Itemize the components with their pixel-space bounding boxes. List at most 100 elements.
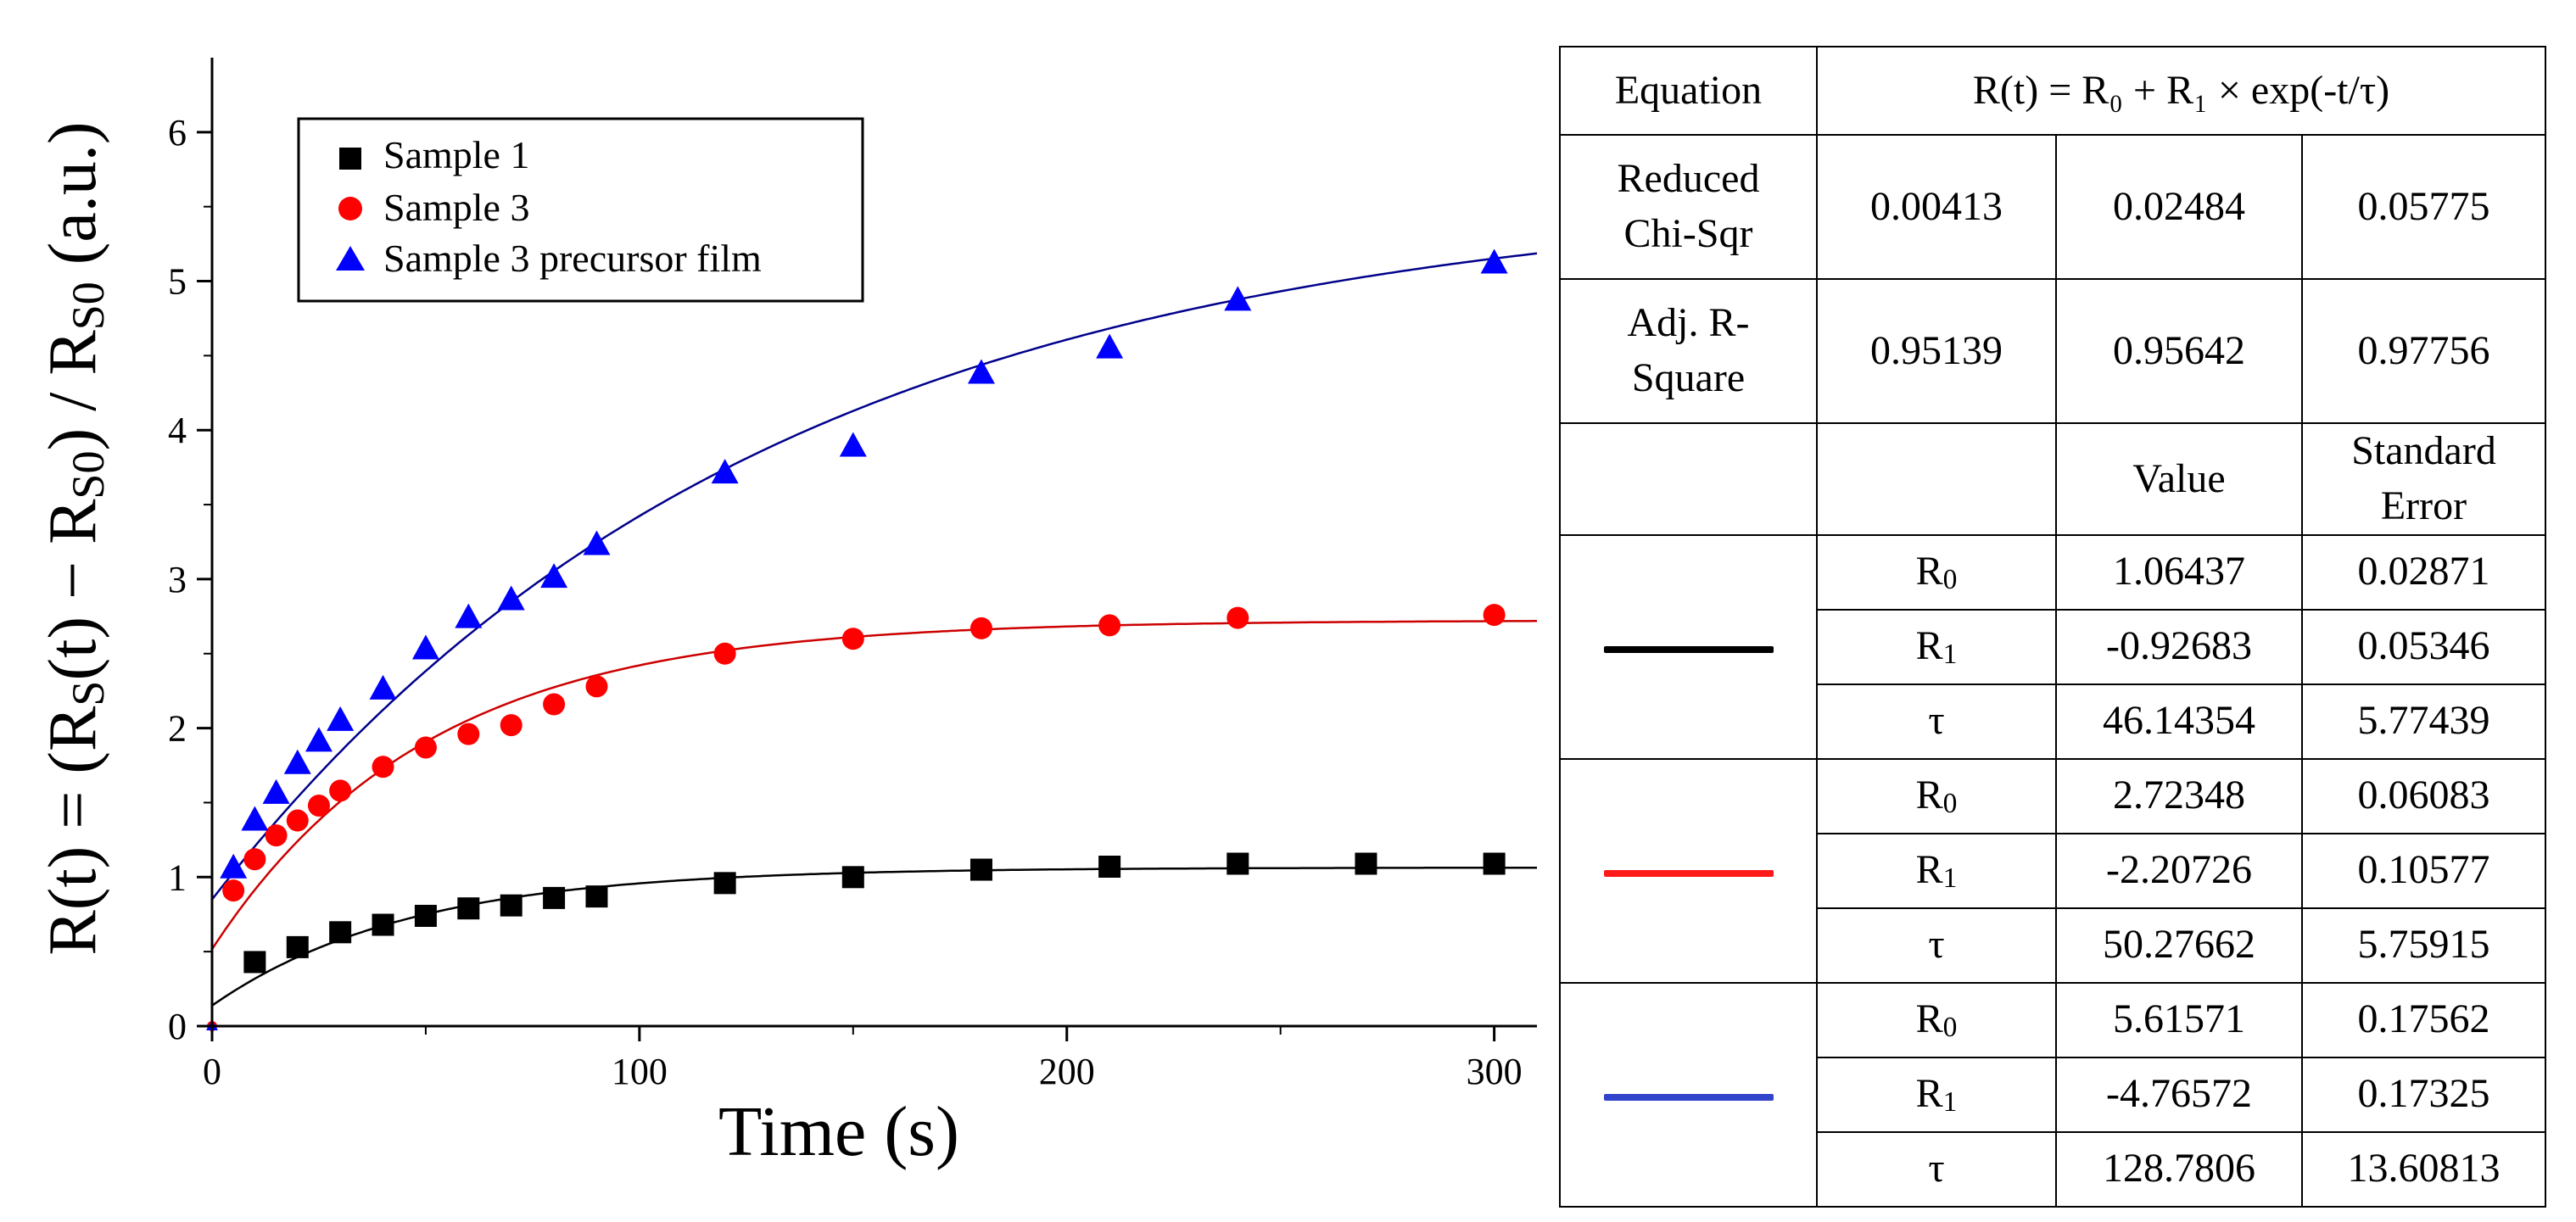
data-point-series-2: [222, 879, 245, 902]
data-point-series-2: [585, 675, 608, 698]
reduced-chi-row: Reduced Chi-Sqr 0.00413 0.02484 0.05775: [1559, 134, 2547, 280]
data-point-series-2: [1483, 604, 1506, 627]
legend-line-blue: [1603, 1094, 1774, 1102]
param-error: 5.75915: [2300, 907, 2547, 984]
data-point-series-1: [457, 897, 480, 920]
legend-marker-precursor: [336, 246, 365, 271]
adj-r-row: Adj. R- Square 0.95139 0.95642 0.97756: [1559, 278, 2547, 424]
param-error: 0.17325: [2300, 1056, 2547, 1133]
adj-r-value: 0.95642: [2055, 278, 2303, 424]
y-tick-label: 6: [168, 112, 187, 153]
equation-label: Equation: [1559, 46, 1818, 136]
param-value: 2.72348: [2055, 757, 2303, 834]
param-error: 0.17562: [2300, 981, 2547, 1058]
param-row: R0 2.72348 0.06083: [1559, 757, 2547, 984]
axes: 0 100 200 300 0 1 2 3 4 5 6: [168, 58, 1537, 1092]
legend-marker-sample-3: [338, 197, 362, 220]
param-label-r0: R0: [1816, 533, 2057, 611]
param-label-r1: R1: [1816, 832, 2057, 909]
data-point-series-1: [1483, 852, 1506, 875]
reduced-chi-value: 0.00413: [1816, 134, 2057, 280]
data-point-series-1: [969, 858, 992, 881]
fit-curve-series-1: [211, 866, 1537, 1007]
data-point-series-1: [243, 951, 266, 974]
equation-formula: R(t) = R₀ + R₁ × exp(-t/τ): [1815, 46, 2547, 136]
param-error: 13.60813: [2300, 1130, 2547, 1208]
data-point-series-2: [286, 809, 309, 832]
param-label-r0: R0: [1816, 981, 2057, 1058]
param-error: 0.06083: [2300, 757, 2547, 834]
fit-line-swatch-black: [1559, 533, 1818, 760]
data-point-series-1: [500, 894, 522, 917]
data-point-series-2: [265, 824, 288, 847]
data-point-series-3: [262, 778, 290, 804]
param-label-tau: τ: [1816, 907, 2057, 984]
data-point-series-3: [283, 749, 311, 774]
param-value: 128.7806: [2055, 1130, 2303, 1208]
data-point-series-2: [307, 794, 330, 817]
data-point-series-3: [1480, 248, 1508, 274]
data-point-series-2: [500, 714, 522, 737]
legend-line-red: [1603, 870, 1774, 878]
param-row: R1 -2.20726 0.10577: [1560, 832, 2547, 909]
data-point-series-2: [457, 723, 480, 745]
data-point-series-3: [1096, 333, 1124, 359]
param-row: R1 -4.76572 0.17325: [1560, 1056, 2547, 1133]
data-point-series-2: [841, 628, 864, 650]
param-value: 5.61571: [2055, 981, 2303, 1058]
data-point-series-3: [711, 459, 739, 484]
param-label-tau: τ: [1816, 683, 2057, 760]
value-header: Value: [2055, 422, 2303, 536]
legend-label-sample-3: Sample 3: [383, 186, 529, 229]
y-axis-title: R(t) = (RS(t) − RS0) / RS0 (a.u.): [36, 121, 114, 955]
data-point-series-3: [455, 603, 483, 628]
data-point-series-3: [411, 634, 439, 660]
fit-line-swatch-blue: [1559, 981, 1818, 1208]
data-point-series-3: [1224, 286, 1252, 311]
y-tick-label: 4: [168, 410, 187, 451]
data-point-series-1: [841, 866, 864, 889]
data-point-series-3: [497, 585, 525, 611]
adj-r-value: 0.95139: [1816, 278, 2057, 424]
y-tick-label: 3: [168, 559, 187, 600]
data-point-series-3: [583, 530, 611, 555]
equation-row: Equation R(t) = R₀ + R₁ × exp(-t/τ): [1559, 46, 2547, 136]
data-point-series-3: [540, 563, 568, 589]
data-point-series-3: [220, 853, 248, 879]
reduced-chi-label: Reduced Chi-Sqr: [1559, 134, 1818, 280]
data-point-series-2: [713, 642, 736, 665]
data-point-series-1: [286, 935, 309, 958]
param-error: 0.10577: [2300, 832, 2547, 909]
data-point-series-1: [713, 872, 736, 895]
legend-label-precursor: Sample 3 precursor film: [383, 237, 762, 280]
data-point-series-3: [241, 806, 269, 831]
adj-r-value: 0.97756: [2300, 278, 2547, 424]
param-label-r1: R1: [1816, 1056, 2057, 1133]
reduced-chi-value: 0.02484: [2055, 134, 2303, 280]
param-value: -4.76572: [2055, 1056, 2303, 1133]
legend-box: [297, 117, 864, 303]
chart: 0 100 200 300 0 1 2 3 4 5 6 Time (s) R(t) = (RS(t)…: [36, 58, 1538, 1171]
data-point-series-1: [329, 921, 352, 944]
legend-line-black: [1603, 646, 1774, 654]
data-point-series-3: [967, 359, 995, 384]
x-tick-label: 200: [1039, 1051, 1095, 1092]
data-point-series-1: [543, 886, 566, 909]
legend-marker-sample-1: [339, 148, 361, 170]
x-axis-title: Time (s): [718, 1092, 959, 1171]
param-row: R0 5.61571 0.17562: [1559, 981, 2547, 1208]
data-point-series-3: [305, 727, 332, 752]
fit-line-swatch-red: [1559, 757, 1818, 984]
data-point-series-3: [327, 706, 355, 731]
fit-curve-series-2: [210, 620, 1537, 950]
y-tick-label: 0: [168, 1006, 187, 1047]
param-label-tau: τ: [1816, 1130, 2057, 1208]
param-row: R0 1.06437 0.02871: [1559, 533, 2547, 760]
param-row: R1 -0.92683 0.05346: [1560, 608, 2547, 685]
data-point-series-2: [1227, 606, 1249, 629]
data-point-series-2: [543, 693, 566, 716]
fit-curve-series-3: [211, 252, 1538, 901]
param-value: 1.06437: [2055, 533, 2303, 611]
data-point-series-1: [1098, 856, 1121, 879]
adj-r-label: Adj. R- Square: [1559, 278, 1818, 424]
